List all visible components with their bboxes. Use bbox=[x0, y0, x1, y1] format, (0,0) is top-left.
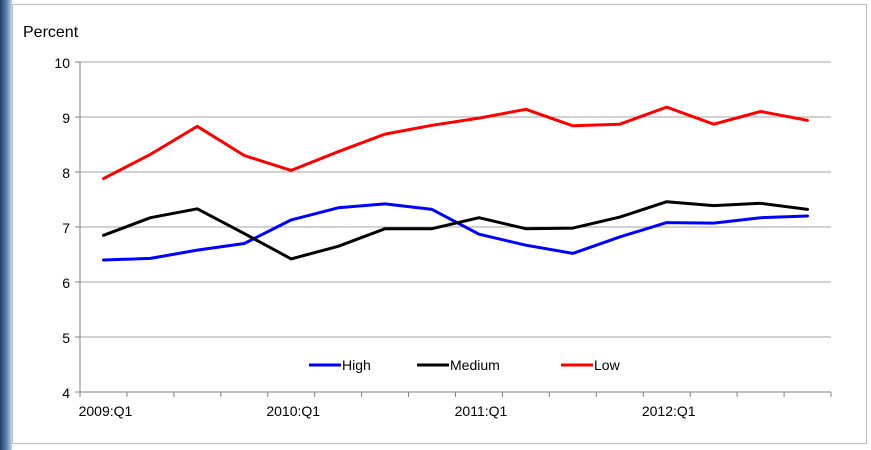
x-tick-label: 2010:Q1 bbox=[266, 403, 320, 419]
series-line-high bbox=[102, 202, 809, 262]
y-tick-label: 10 bbox=[54, 55, 70, 71]
y-tick-labels: 4 5 6 7 8 9 10 bbox=[54, 55, 70, 401]
x-tick-label: 2009:Q1 bbox=[79, 403, 133, 419]
line-chart: 4 5 6 7 8 9 10 2009:Q1 2010:Q1 2011:Q1 2012:Q1 Pe… bbox=[23, 24, 832, 419]
y-tick-label: 7 bbox=[62, 220, 70, 236]
axes bbox=[75, 61, 832, 397]
series-line-medium bbox=[102, 200, 809, 261]
y-tick-label: 8 bbox=[62, 165, 70, 181]
grid-lines bbox=[80, 61, 831, 338]
legend-label-medium: Medium bbox=[450, 357, 500, 373]
x-tick-label: 2011:Q1 bbox=[455, 403, 508, 419]
legend: High Medium Low bbox=[309, 357, 621, 373]
left-accent-strip bbox=[0, 0, 12, 450]
y-tick-label: 6 bbox=[62, 275, 70, 291]
y-axis-label: Percent bbox=[23, 24, 79, 41]
legend-label-high: High bbox=[342, 357, 371, 373]
chart-frame: 4 5 6 7 8 9 10 2009:Q1 2010:Q1 2011:Q1 2012:Q1 Pe… bbox=[12, 4, 867, 444]
y-tick-label: 9 bbox=[62, 110, 70, 126]
legend-label-low: Low bbox=[594, 357, 621, 373]
x-tick-label: 2012:Q1 bbox=[642, 403, 696, 419]
series-lines bbox=[102, 105, 809, 262]
y-tick-label: 4 bbox=[62, 385, 70, 401]
x-tick-labels: 2009:Q1 2010:Q1 2011:Q1 2012:Q1 bbox=[79, 403, 696, 419]
y-tick-label: 5 bbox=[62, 330, 70, 346]
series-line-low bbox=[102, 105, 809, 181]
